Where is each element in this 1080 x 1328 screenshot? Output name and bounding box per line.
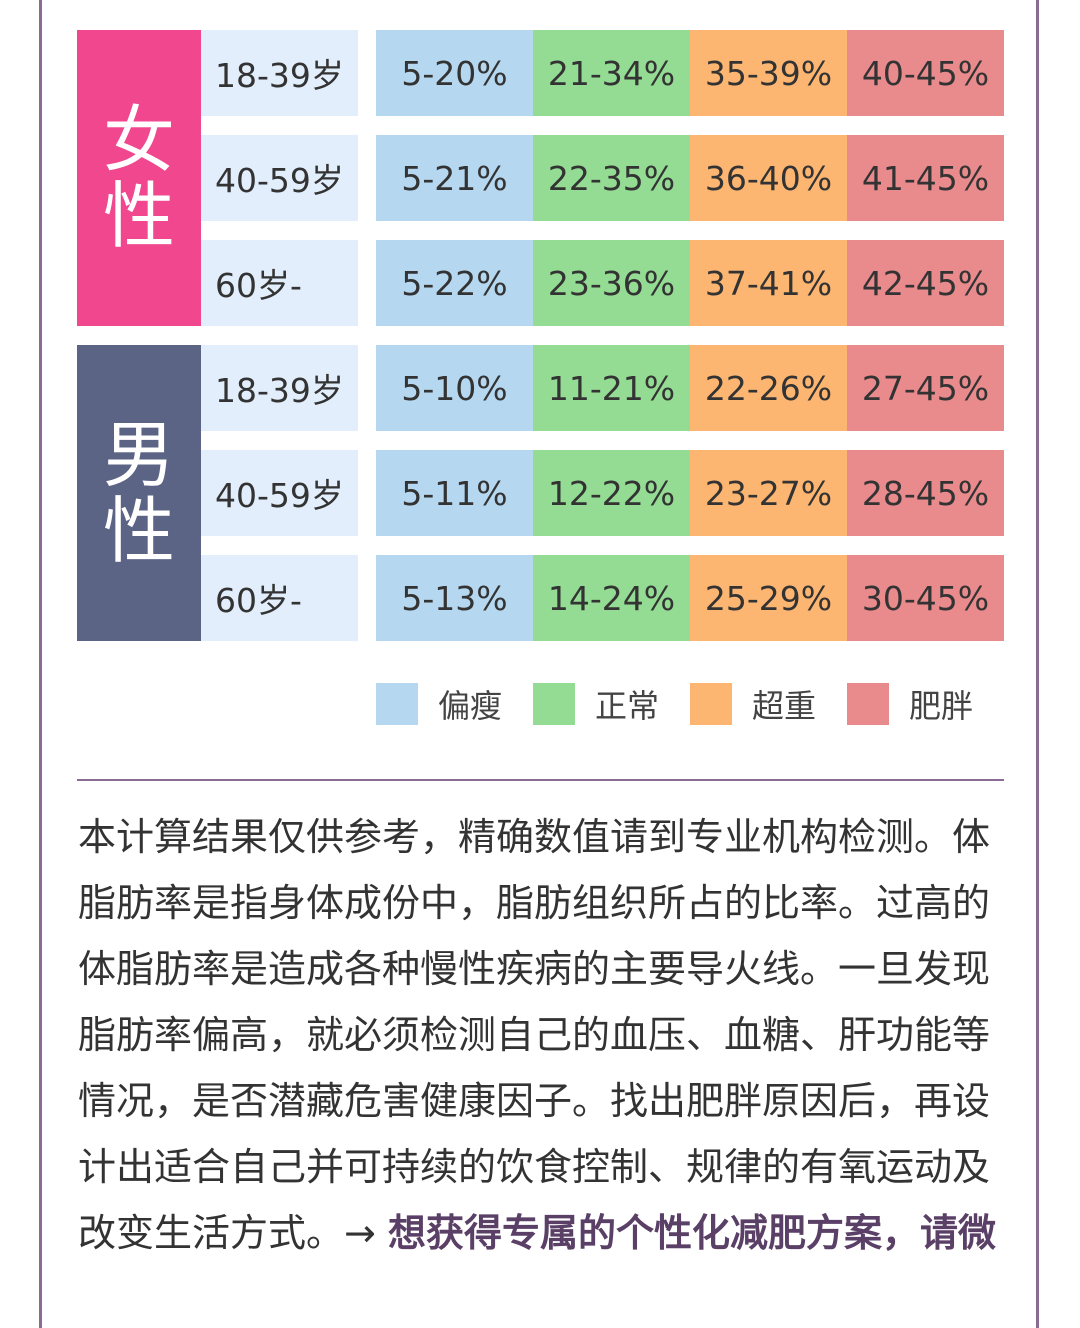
disclaimer-paragraph: 本计算结果仅供参考，精确数值请到专业机构检测。体脂肪率是指身体成份中，脂肪组织所… [78,804,1003,1266]
group-female-text: 女性 [102,98,175,258]
frame-right-border [1036,0,1039,1328]
overweight-range-cell: 22-26% [690,345,847,431]
overweight-range-cell: 37-41% [690,240,847,326]
obese-range-cell: 30-45% [847,555,1004,641]
overweight-range-cell: 23-27% [690,450,847,536]
group-male-label: 男性 [77,345,201,641]
legend-swatch-obese [847,683,889,725]
thin-range-cell: 5-21% [376,135,533,221]
disclaimer-text: 本计算结果仅供参考，精确数值请到专业机构检测。体脂肪率是指身体成份中，脂肪组织所… [78,815,991,1255]
age-cell: 60岁- [201,240,358,326]
legend-label-thin: 偏瘦 [438,687,503,725]
overweight-range-cell: 35-39% [690,30,847,116]
obese-range-cell: 27-45% [847,345,1004,431]
consult-link[interactable]: 想获得专属的个性化减肥方案，请微 [387,1211,996,1255]
thin-range-cell: 5-22% [376,240,533,326]
legend-swatch-normal [533,683,575,725]
legend-swatch-thin [376,683,418,725]
age-cell: 18-39岁 [201,30,358,116]
legend-item-overweight: 超重 [690,683,816,725]
legend-item-obese: 肥胖 [847,683,973,725]
age-cell: 40-59岁 [201,135,358,221]
normal-range-cell: 23-36% [533,240,690,326]
thin-range-cell: 5-13% [376,555,533,641]
obese-range-cell: 40-45% [847,30,1004,116]
frame-left-border [39,0,42,1328]
obese-range-cell: 42-45% [847,240,1004,326]
legend-label-obese: 肥胖 [909,687,974,725]
age-cell: 40-59岁 [201,450,358,536]
normal-range-cell: 21-34% [533,30,690,116]
thin-range-cell: 5-20% [376,30,533,116]
legend-label-normal: 正常 [595,687,660,725]
normal-range-cell: 11-21% [533,345,690,431]
normal-range-cell: 22-35% [533,135,690,221]
legend-item-normal: 正常 [533,683,659,725]
age-cell: 60岁- [201,555,358,641]
legend-swatch-overweight [690,683,732,725]
legend-label-overweight: 超重 [752,687,817,725]
normal-range-cell: 14-24% [533,555,690,641]
legend-item-thin: 偏瘦 [376,683,502,725]
obese-range-cell: 28-45% [847,450,1004,536]
age-cell: 18-39岁 [201,345,358,431]
obese-range-cell: 41-45% [847,135,1004,221]
thin-range-cell: 5-11% [376,450,533,536]
arrow-icon: → [344,1211,376,1255]
thin-range-cell: 5-10% [376,345,533,431]
group-male-text: 男性 [102,413,175,573]
section-divider [77,779,1004,781]
overweight-range-cell: 36-40% [690,135,847,221]
normal-range-cell: 12-22% [533,450,690,536]
group-female-label: 女性 [77,30,201,326]
overweight-range-cell: 25-29% [690,555,847,641]
